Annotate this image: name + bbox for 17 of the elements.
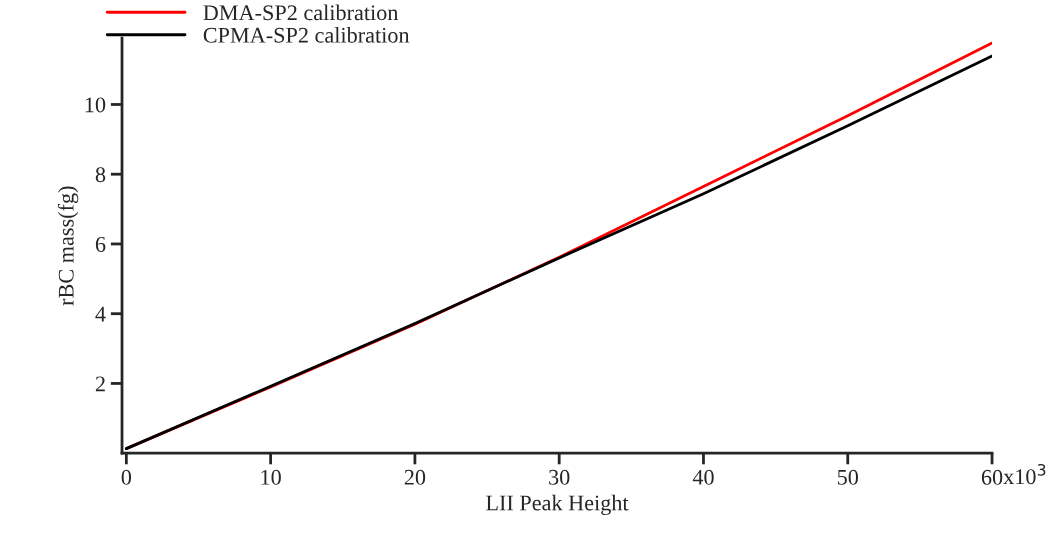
y-tick-label: 4 [95,306,106,322]
y-axis-title: rBC mass(fg) [57,186,79,306]
y-tick-label: 6 [95,236,106,252]
x-tick-label: 20 [404,469,426,485]
y-tick-label: 10 [85,97,106,113]
x-axis-title: LII Peak Height [486,494,629,516]
x-tick-label: 40 [692,469,714,485]
legend-label: CPMA-SP2 calibration [203,27,410,43]
y-tick-label: 8 [95,167,106,183]
legend-label: DMA-SP2 calibration [203,4,399,21]
x-tick-label: 50 [837,469,859,485]
text: x10$^{3}$ [1003,463,1046,485]
x-tick-label: 60 [981,469,1003,485]
x-tick-label: 10 [261,469,281,485]
x-tick-label: 0 [121,469,132,485]
x-tick-label: 30 [549,469,570,485]
y-tick-label: 2 [95,376,105,392]
